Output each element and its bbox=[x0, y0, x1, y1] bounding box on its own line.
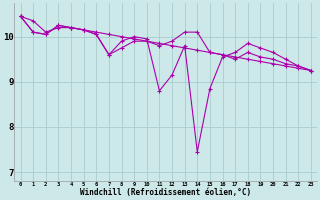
X-axis label: Windchill (Refroidissement éolien,°C): Windchill (Refroidissement éolien,°C) bbox=[80, 188, 251, 197]
